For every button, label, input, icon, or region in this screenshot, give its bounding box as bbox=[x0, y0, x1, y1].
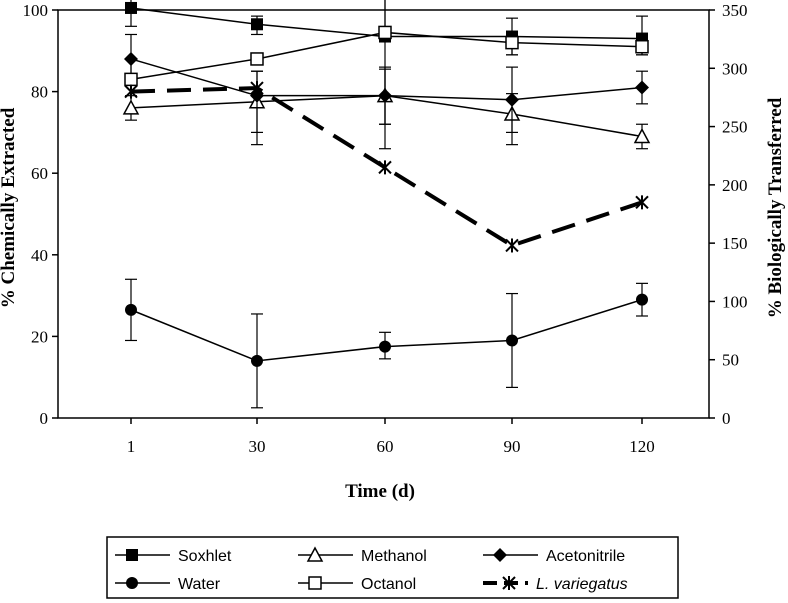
legend-label-methanol: Methanol bbox=[361, 548, 427, 565]
x-tick-label: 120 bbox=[629, 437, 655, 456]
data-point-methanol bbox=[122, 99, 140, 115]
x-tick-label: 1 bbox=[127, 437, 136, 456]
legend-marker-l-variegatus bbox=[502, 576, 516, 590]
series-methanol bbox=[122, 68, 651, 150]
series-l-variegatus bbox=[124, 81, 649, 253]
y-left-tick-label: 80 bbox=[31, 83, 48, 102]
y-right-tick-label: 50 bbox=[722, 351, 739, 370]
y-right-tick-label: 300 bbox=[722, 59, 748, 78]
series-layer bbox=[122, 0, 651, 409]
axes bbox=[52, 9, 715, 424]
legend-marker-methanol bbox=[306, 546, 324, 562]
legend: Soxhlet Methanol Acetonitrile Water Octanol L… bbox=[106, 536, 679, 599]
legend-marker-octanol bbox=[308, 576, 322, 590]
legend-label-l-variegatus: L. variegatus bbox=[536, 576, 628, 593]
x-axis-title: Time (d) bbox=[345, 481, 415, 502]
y-right-tick-label: 250 bbox=[722, 118, 748, 137]
data-point-acetonitrile bbox=[635, 80, 649, 95]
series-line-l-variegatus bbox=[130, 86, 643, 248]
series-acetonitrile bbox=[124, 33, 649, 133]
legend-label-water: Water bbox=[178, 576, 221, 593]
y-left-tick-label: 40 bbox=[31, 246, 48, 265]
data-point-water bbox=[506, 334, 518, 347]
tick-labels: 0 20 40 60 80 100 0 50 100 150 200 250 300 350 1 30 60 90… bbox=[23, 1, 748, 456]
plot-frame bbox=[57, 9, 710, 419]
data-point-water bbox=[251, 354, 263, 367]
x-tick-label: 90 bbox=[504, 437, 521, 456]
y-right-tick-label: 200 bbox=[722, 176, 748, 195]
y-right-tick-label: 150 bbox=[722, 234, 748, 253]
data-point-soxhlet bbox=[125, 1, 137, 14]
y-left-tick-label: 20 bbox=[31, 327, 48, 346]
data-point-octanol bbox=[505, 35, 519, 50]
y-left-tick-label: 60 bbox=[31, 164, 48, 183]
y-axis-title-right: % Biologically Transferred bbox=[765, 97, 786, 318]
data-point-l-variegatus bbox=[378, 160, 392, 175]
y-right-tick-label: 0 bbox=[722, 409, 731, 428]
legend-label-acetonitrile: Acetonitrile bbox=[546, 548, 625, 565]
data-point-water bbox=[636, 293, 648, 306]
y-left-tick-label: 100 bbox=[23, 1, 49, 20]
data-point-water bbox=[125, 303, 137, 316]
y-left-tick-label: 0 bbox=[40, 409, 49, 428]
data-point-methanol bbox=[633, 127, 651, 144]
data-point-l-variegatus bbox=[505, 238, 519, 253]
data-point-octanol bbox=[378, 25, 392, 40]
legend-items: Soxhlet Methanol Acetonitrile Water Octanol L… bbox=[115, 546, 628, 593]
data-point-l-variegatus bbox=[635, 195, 649, 210]
data-point-octanol bbox=[124, 72, 138, 87]
y-right-tick-label: 350 bbox=[722, 1, 748, 20]
data-point-l-variegatus bbox=[124, 84, 138, 99]
legend-label-octanol: Octanol bbox=[361, 576, 416, 593]
legend-marker-soxhlet bbox=[126, 549, 138, 561]
series-octanol bbox=[124, 0, 649, 87]
y-axis-title-left: % Chemically Extracted bbox=[0, 107, 19, 308]
legend-label-soxhlet: Soxhlet bbox=[178, 548, 232, 565]
data-point-octanol bbox=[250, 52, 264, 66]
data-point-octanol bbox=[635, 39, 649, 54]
data-point-l-variegatus bbox=[250, 81, 264, 96]
x-tick-label: 60 bbox=[377, 437, 394, 456]
data-point-acetonitrile bbox=[378, 88, 392, 103]
legend-marker-water bbox=[126, 577, 138, 589]
data-point-acetonitrile bbox=[505, 92, 519, 107]
data-point-water bbox=[379, 340, 391, 353]
x-tick-label: 30 bbox=[249, 437, 266, 456]
series-water bbox=[125, 278, 648, 409]
series-soxhlet bbox=[125, 0, 648, 125]
legend-marker-acetonitrile bbox=[493, 548, 507, 562]
y-right-tick-label: 100 bbox=[722, 292, 748, 311]
legend-box bbox=[106, 536, 679, 599]
data-point-soxhlet bbox=[251, 18, 263, 31]
